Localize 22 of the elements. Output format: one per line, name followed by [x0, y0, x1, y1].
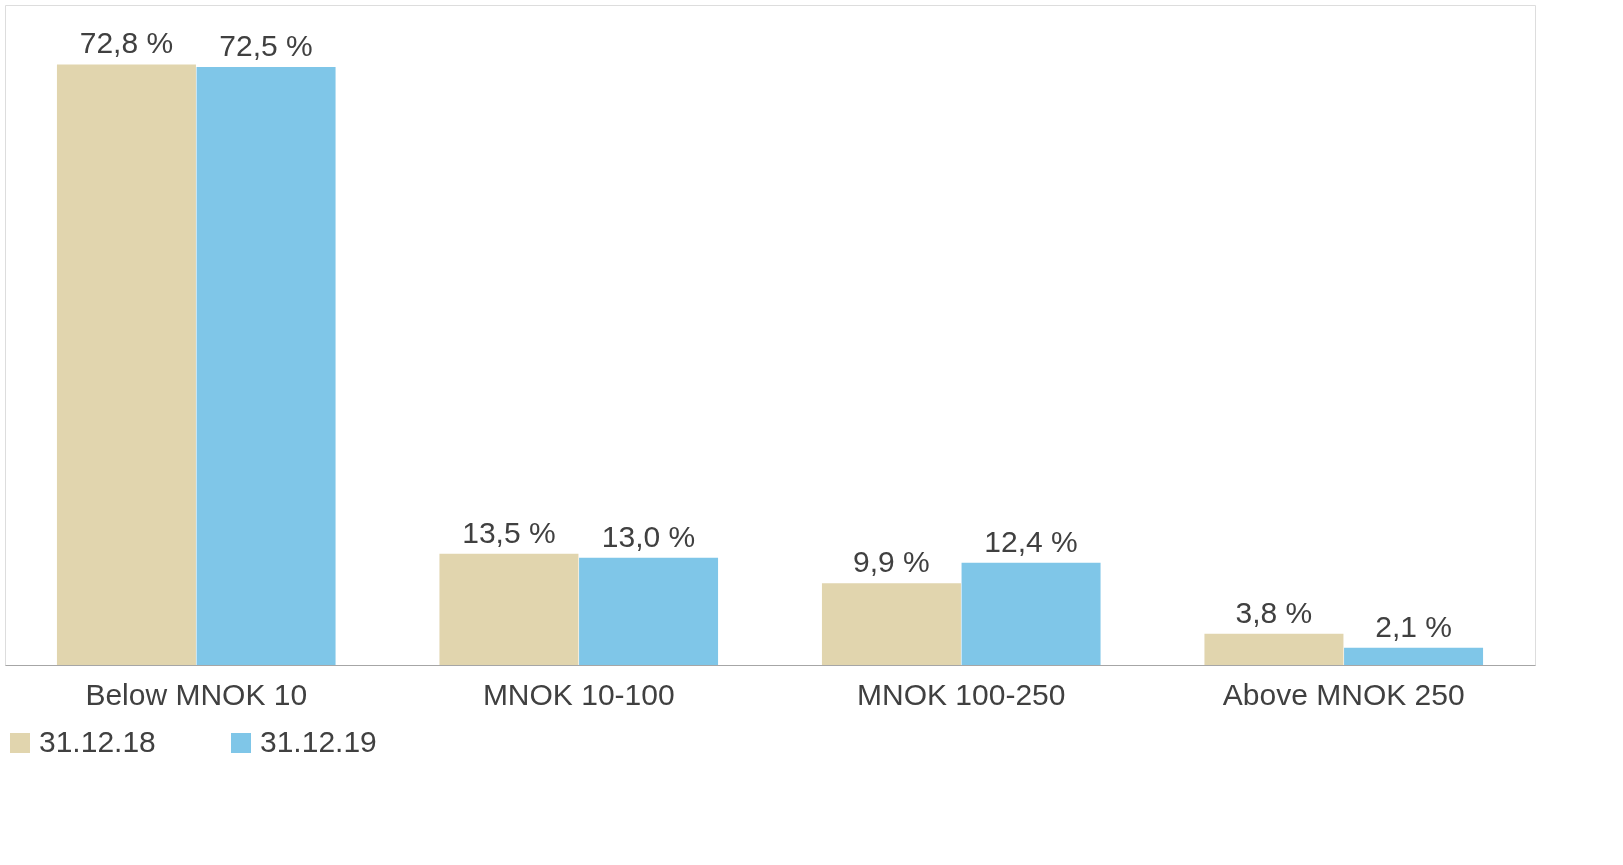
bar — [821, 583, 961, 665]
data-label: 9,9 % — [853, 545, 930, 579]
x-tick-label: Above MNOK 250 — [1222, 677, 1465, 711]
data-label: 3,8 % — [1235, 595, 1313, 629]
data-label: 72,5 % — [219, 28, 313, 62]
x-tick-label: Below MNOK 10 — [85, 677, 308, 711]
bar — [56, 64, 196, 665]
data-label: 72,8 % — [79, 26, 174, 60]
bar — [1204, 633, 1344, 665]
bar — [1344, 647, 1484, 665]
x-tick-label: MNOK 100-250 — [857, 677, 1066, 711]
legend-label: 31.12.18 — [39, 725, 156, 758]
legend-label: 31.12.19 — [260, 725, 377, 758]
data-label: 13,5 % — [462, 515, 556, 549]
bar — [439, 553, 579, 665]
bar — [196, 66, 336, 665]
bar — [961, 562, 1101, 665]
data-label: 2,1 % — [1375, 609, 1452, 643]
data-label: 12,4 % — [984, 524, 1078, 558]
data-label: 13,0 % — [601, 519, 696, 553]
bar — [579, 557, 719, 665]
x-tick-label: MNOK 10-100 — [482, 677, 675, 711]
